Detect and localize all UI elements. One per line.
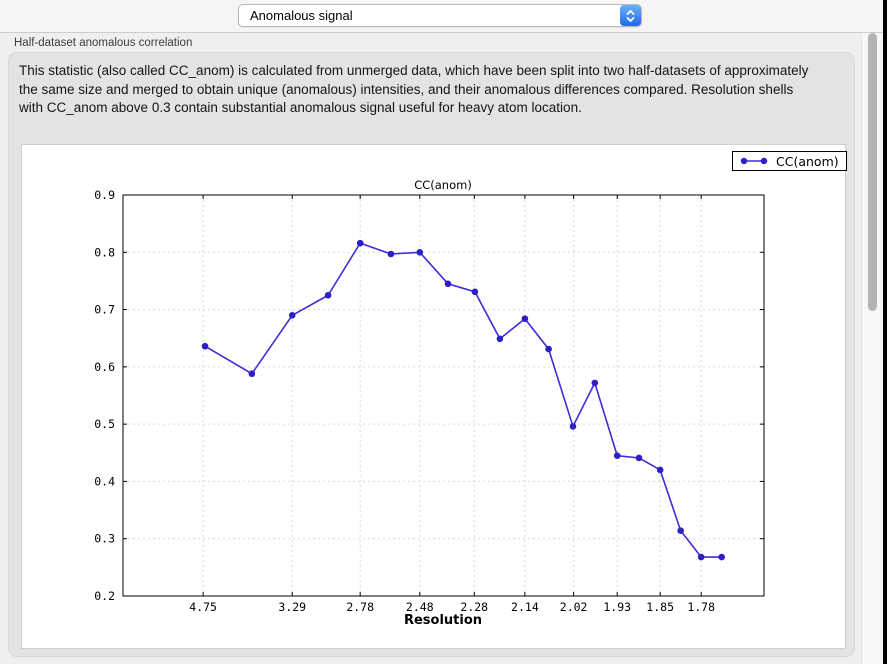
svg-text:2.48: 2.48 — [406, 600, 434, 614]
legend: CC(anom) — [732, 151, 847, 171]
svg-text:1.85: 1.85 — [646, 600, 674, 614]
plot-type-select[interactable]: Anomalous signal — [238, 4, 642, 27]
legend-label: CC(anom) — [776, 153, 839, 169]
svg-text:1.78: 1.78 — [687, 600, 715, 614]
chart-panel: 0.2 0.3 0.4 0.5 0.6 0.7 0.8 0.9 4.75 3.29 2.78 2.48… — [21, 144, 847, 649]
svg-text:0.7: 0.7 — [94, 303, 115, 317]
top-toolbar: Anomalous signal — [0, 0, 884, 33]
group-panel: This statistic (also called CC_anom) is … — [8, 52, 855, 657]
plot-svg: 0.2 0.3 0.4 0.5 0.6 0.7 0.8 0.9 4.75 3.29 2.78 2.48… — [94, 188, 765, 614]
svg-text:0.9: 0.9 — [94, 188, 115, 202]
svg-text:3.29: 3.29 — [278, 600, 306, 614]
vertical-scrollbar[interactable] — [861, 33, 883, 664]
plot-type-select-value: Anomalous signal — [250, 8, 353, 23]
svg-text:2.14: 2.14 — [511, 600, 539, 614]
x-axis-label: Resolution — [403, 613, 483, 628]
svg-text:0.4: 0.4 — [94, 474, 115, 488]
svg-text:2.02: 2.02 — [560, 600, 588, 614]
svg-text:2.28: 2.28 — [460, 600, 488, 614]
svg-text:0.5: 0.5 — [94, 417, 115, 431]
section-label: Half-dataset anomalous correlation — [14, 37, 193, 49]
scrollbar-thumb[interactable] — [868, 33, 877, 311]
svg-text:0.8: 0.8 — [94, 245, 115, 259]
svg-text:0.6: 0.6 — [94, 360, 115, 374]
legend-sample-icon — [739, 156, 769, 166]
svg-text:0.3: 0.3 — [94, 532, 115, 546]
chart-title: CC(anom) — [414, 178, 472, 192]
svg-text:1.93: 1.93 — [603, 600, 631, 614]
description-text: This statistic (also called CC_anom) is … — [19, 63, 809, 115]
chevron-up-down-icon — [620, 5, 641, 26]
svg-text:2.78: 2.78 — [346, 600, 374, 614]
window-edge — [883, 0, 887, 664]
svg-text:4.75: 4.75 — [189, 600, 217, 614]
svg-text:0.2: 0.2 — [94, 589, 115, 603]
